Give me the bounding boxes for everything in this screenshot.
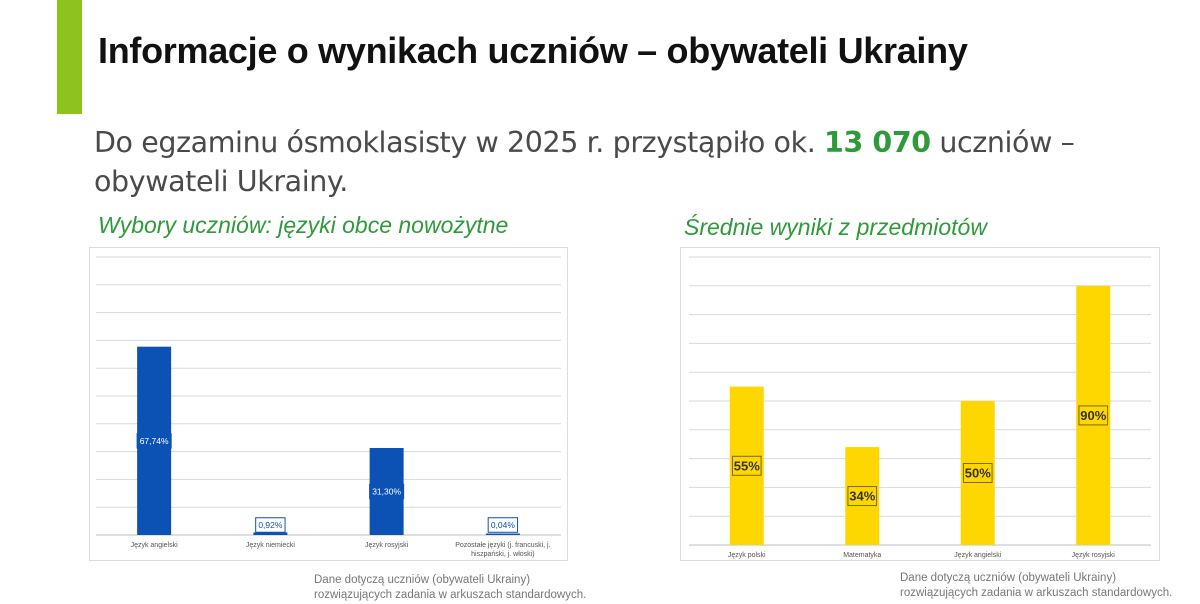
left-chart-heading: Wybory uczniów: języki obce nowożytne xyxy=(98,212,509,238)
right-note-line-1: Dane dotyczą uczniów (obywateli Ukrainy) xyxy=(900,572,1117,584)
category-label: Matematyka xyxy=(843,552,881,559)
data-label: 67,74% xyxy=(140,436,169,446)
category-label: Język polski xyxy=(728,552,766,559)
data-label: 31,30% xyxy=(372,487,401,497)
category-label: Język angielski xyxy=(954,552,1002,559)
accent-bar xyxy=(57,0,82,114)
average-results-chart: 55% Język polski 34% Matematyka 50% Język ang… xyxy=(680,247,1160,561)
average-results-chart-svg: 55% Język polski 34% Matematyka 50% Język ang… xyxy=(689,256,1151,559)
data-label-box xyxy=(962,463,993,483)
lead-text-start: Do egzaminu ósmoklasisty w 2025 r. przys… xyxy=(94,126,825,159)
data-label: 90% xyxy=(1080,408,1106,423)
page-title: Informacje o wynikach uczniów – obywatel… xyxy=(98,30,968,71)
bar xyxy=(253,532,288,535)
right-chart-note: Dane dotyczą uczniów (obywateli Ukrainy)… xyxy=(900,571,1172,601)
left-note-line-1: Dane dotyczą uczniów (obywateli Ukrainy) xyxy=(314,574,531,586)
data-label-box xyxy=(369,483,405,500)
data-label-box xyxy=(136,433,172,449)
data-label: 0,04% xyxy=(491,520,516,530)
left-chart-note: Dane dotyczą uczniów (obywateli Ukrainy)… xyxy=(314,573,586,603)
data-label-box xyxy=(847,486,878,507)
data-label: 55% xyxy=(734,458,760,473)
category-label: Język niemiecki xyxy=(246,542,295,549)
data-label: 34% xyxy=(849,489,875,504)
data-label-box xyxy=(731,455,762,476)
data-label-box xyxy=(255,517,286,533)
right-chart-heading: Średnie wyniki z przedmiotów xyxy=(684,214,987,240)
student-count: 13 070 xyxy=(824,126,931,159)
language-choice-chart: 67,74% Język angielski 0,92% Język niemieck… xyxy=(89,247,568,561)
data-label: 50% xyxy=(965,466,991,481)
category-label: Pozostałe języki (j. francuski, j. xyxy=(455,542,550,549)
lead-text-end: uczniów – obywateli Ukrainy. xyxy=(94,126,1075,198)
data-label: 0,92% xyxy=(258,520,283,530)
data-label-box xyxy=(487,517,519,533)
category-label: Język rosyjski xyxy=(365,542,409,549)
category-label: Język rosyjski xyxy=(1072,552,1116,559)
left-note-line-2: rozwiązujących zadania w arkuszach stand… xyxy=(314,589,587,601)
right-note-line-2: rozwiązujących zadania w arkuszach stand… xyxy=(900,587,1173,599)
data-label-box xyxy=(1078,405,1109,426)
bar xyxy=(485,533,520,535)
language-choice-chart-svg: 67,74% Język angielski 0,92% Język niemieck… xyxy=(96,256,561,558)
lead-text: Do egzaminu ósmoklasisty w 2025 r. przys… xyxy=(94,123,1094,201)
category-label: Język angielski xyxy=(131,542,179,549)
category-label: hiszpański, j. włoski) xyxy=(471,551,534,558)
